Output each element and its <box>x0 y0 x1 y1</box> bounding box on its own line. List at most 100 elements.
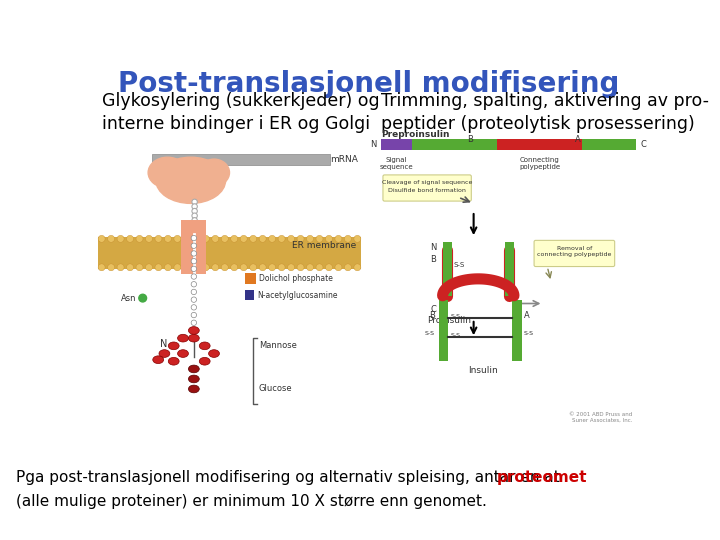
Text: Mannose: Mannose <box>259 341 297 350</box>
Circle shape <box>98 264 105 271</box>
Circle shape <box>278 235 285 242</box>
Text: Preproinsulin: Preproinsulin <box>381 130 449 139</box>
Circle shape <box>145 235 153 242</box>
Circle shape <box>230 235 238 242</box>
Text: B: B <box>431 255 436 264</box>
Circle shape <box>221 264 228 271</box>
Ellipse shape <box>148 157 187 188</box>
Circle shape <box>278 264 285 271</box>
Circle shape <box>192 232 197 237</box>
Ellipse shape <box>189 327 199 334</box>
FancyBboxPatch shape <box>505 242 514 296</box>
Text: Glykosylering (sukkerkjeder) og
interne bindinger i ER og Golgi: Glykosylering (sukkerkjeder) og interne … <box>102 92 379 133</box>
Text: Connecting
polypeptide: Connecting polypeptide <box>519 157 560 170</box>
Circle shape <box>221 235 228 242</box>
Circle shape <box>212 264 219 271</box>
Circle shape <box>192 208 197 214</box>
Circle shape <box>145 264 153 271</box>
Text: N: N <box>370 140 377 149</box>
Text: Disulfide bond formation: Disulfide bond formation <box>388 188 466 193</box>
Circle shape <box>325 235 333 242</box>
Circle shape <box>354 264 361 271</box>
Circle shape <box>230 264 238 271</box>
FancyBboxPatch shape <box>181 220 206 274</box>
FancyBboxPatch shape <box>513 300 522 361</box>
Circle shape <box>155 235 162 242</box>
Circle shape <box>192 227 197 232</box>
Circle shape <box>127 264 133 271</box>
Circle shape <box>316 235 323 242</box>
Text: N: N <box>160 339 167 348</box>
Circle shape <box>164 264 171 271</box>
Text: Proinsulin: Proinsulin <box>427 316 471 325</box>
Circle shape <box>269 235 276 242</box>
Circle shape <box>191 320 197 326</box>
Circle shape <box>184 264 190 271</box>
FancyBboxPatch shape <box>582 139 636 150</box>
Text: proteomet: proteomet <box>497 470 588 485</box>
Text: Asn: Asn <box>121 294 137 302</box>
Circle shape <box>107 235 114 242</box>
Text: N-acetylglucosamine: N-acetylglucosamine <box>258 291 338 300</box>
Ellipse shape <box>168 342 179 350</box>
Circle shape <box>287 235 294 242</box>
Circle shape <box>174 235 181 242</box>
Circle shape <box>297 264 304 271</box>
Circle shape <box>192 204 197 209</box>
Ellipse shape <box>199 159 230 186</box>
Circle shape <box>250 235 256 242</box>
Circle shape <box>212 235 219 242</box>
Circle shape <box>191 251 197 256</box>
Circle shape <box>297 235 304 242</box>
Circle shape <box>316 264 323 271</box>
Text: A: A <box>575 135 581 144</box>
Circle shape <box>250 264 256 271</box>
Circle shape <box>307 264 313 271</box>
Circle shape <box>191 312 197 318</box>
Circle shape <box>193 235 200 242</box>
Circle shape <box>307 235 313 242</box>
Text: Post-translasjonell modifisering: Post-translasjonell modifisering <box>118 70 620 98</box>
FancyBboxPatch shape <box>438 300 448 361</box>
Text: S-S: S-S <box>454 262 464 268</box>
Circle shape <box>191 274 197 279</box>
Text: (alle mulige proteiner) er minimum 10 X større enn genomet.: (alle mulige proteiner) er minimum 10 X … <box>16 494 487 509</box>
Circle shape <box>192 213 197 218</box>
Text: B: B <box>467 135 473 144</box>
Ellipse shape <box>156 157 225 204</box>
Text: S-S: S-S <box>451 314 460 319</box>
Circle shape <box>325 264 333 271</box>
Text: Cleavage of signal sequence: Cleavage of signal sequence <box>382 180 472 185</box>
Circle shape <box>107 264 114 271</box>
Ellipse shape <box>189 375 199 383</box>
Text: C: C <box>640 140 646 149</box>
Ellipse shape <box>189 365 199 373</box>
Circle shape <box>191 266 197 272</box>
Circle shape <box>136 235 143 242</box>
Circle shape <box>259 235 266 242</box>
FancyBboxPatch shape <box>381 139 412 150</box>
FancyBboxPatch shape <box>412 139 497 150</box>
FancyBboxPatch shape <box>245 291 254 300</box>
Circle shape <box>192 222 197 228</box>
Circle shape <box>269 264 276 271</box>
Circle shape <box>335 264 342 271</box>
Text: N: N <box>430 243 436 252</box>
Text: S-S: S-S <box>451 333 460 338</box>
Circle shape <box>191 243 197 248</box>
Text: S-S: S-S <box>425 331 435 336</box>
Ellipse shape <box>199 357 210 365</box>
Circle shape <box>98 235 105 242</box>
Text: Glucose: Glucose <box>259 384 292 393</box>
Circle shape <box>117 264 124 271</box>
Ellipse shape <box>153 356 163 363</box>
Text: S-S: S-S <box>454 278 464 284</box>
Circle shape <box>192 199 197 205</box>
Circle shape <box>191 297 197 302</box>
Ellipse shape <box>199 342 210 350</box>
Text: Dolichol phosphate: Dolichol phosphate <box>259 274 333 284</box>
Circle shape <box>344 235 351 242</box>
Text: A: A <box>524 310 530 320</box>
Circle shape <box>192 218 197 223</box>
Circle shape <box>240 235 247 242</box>
